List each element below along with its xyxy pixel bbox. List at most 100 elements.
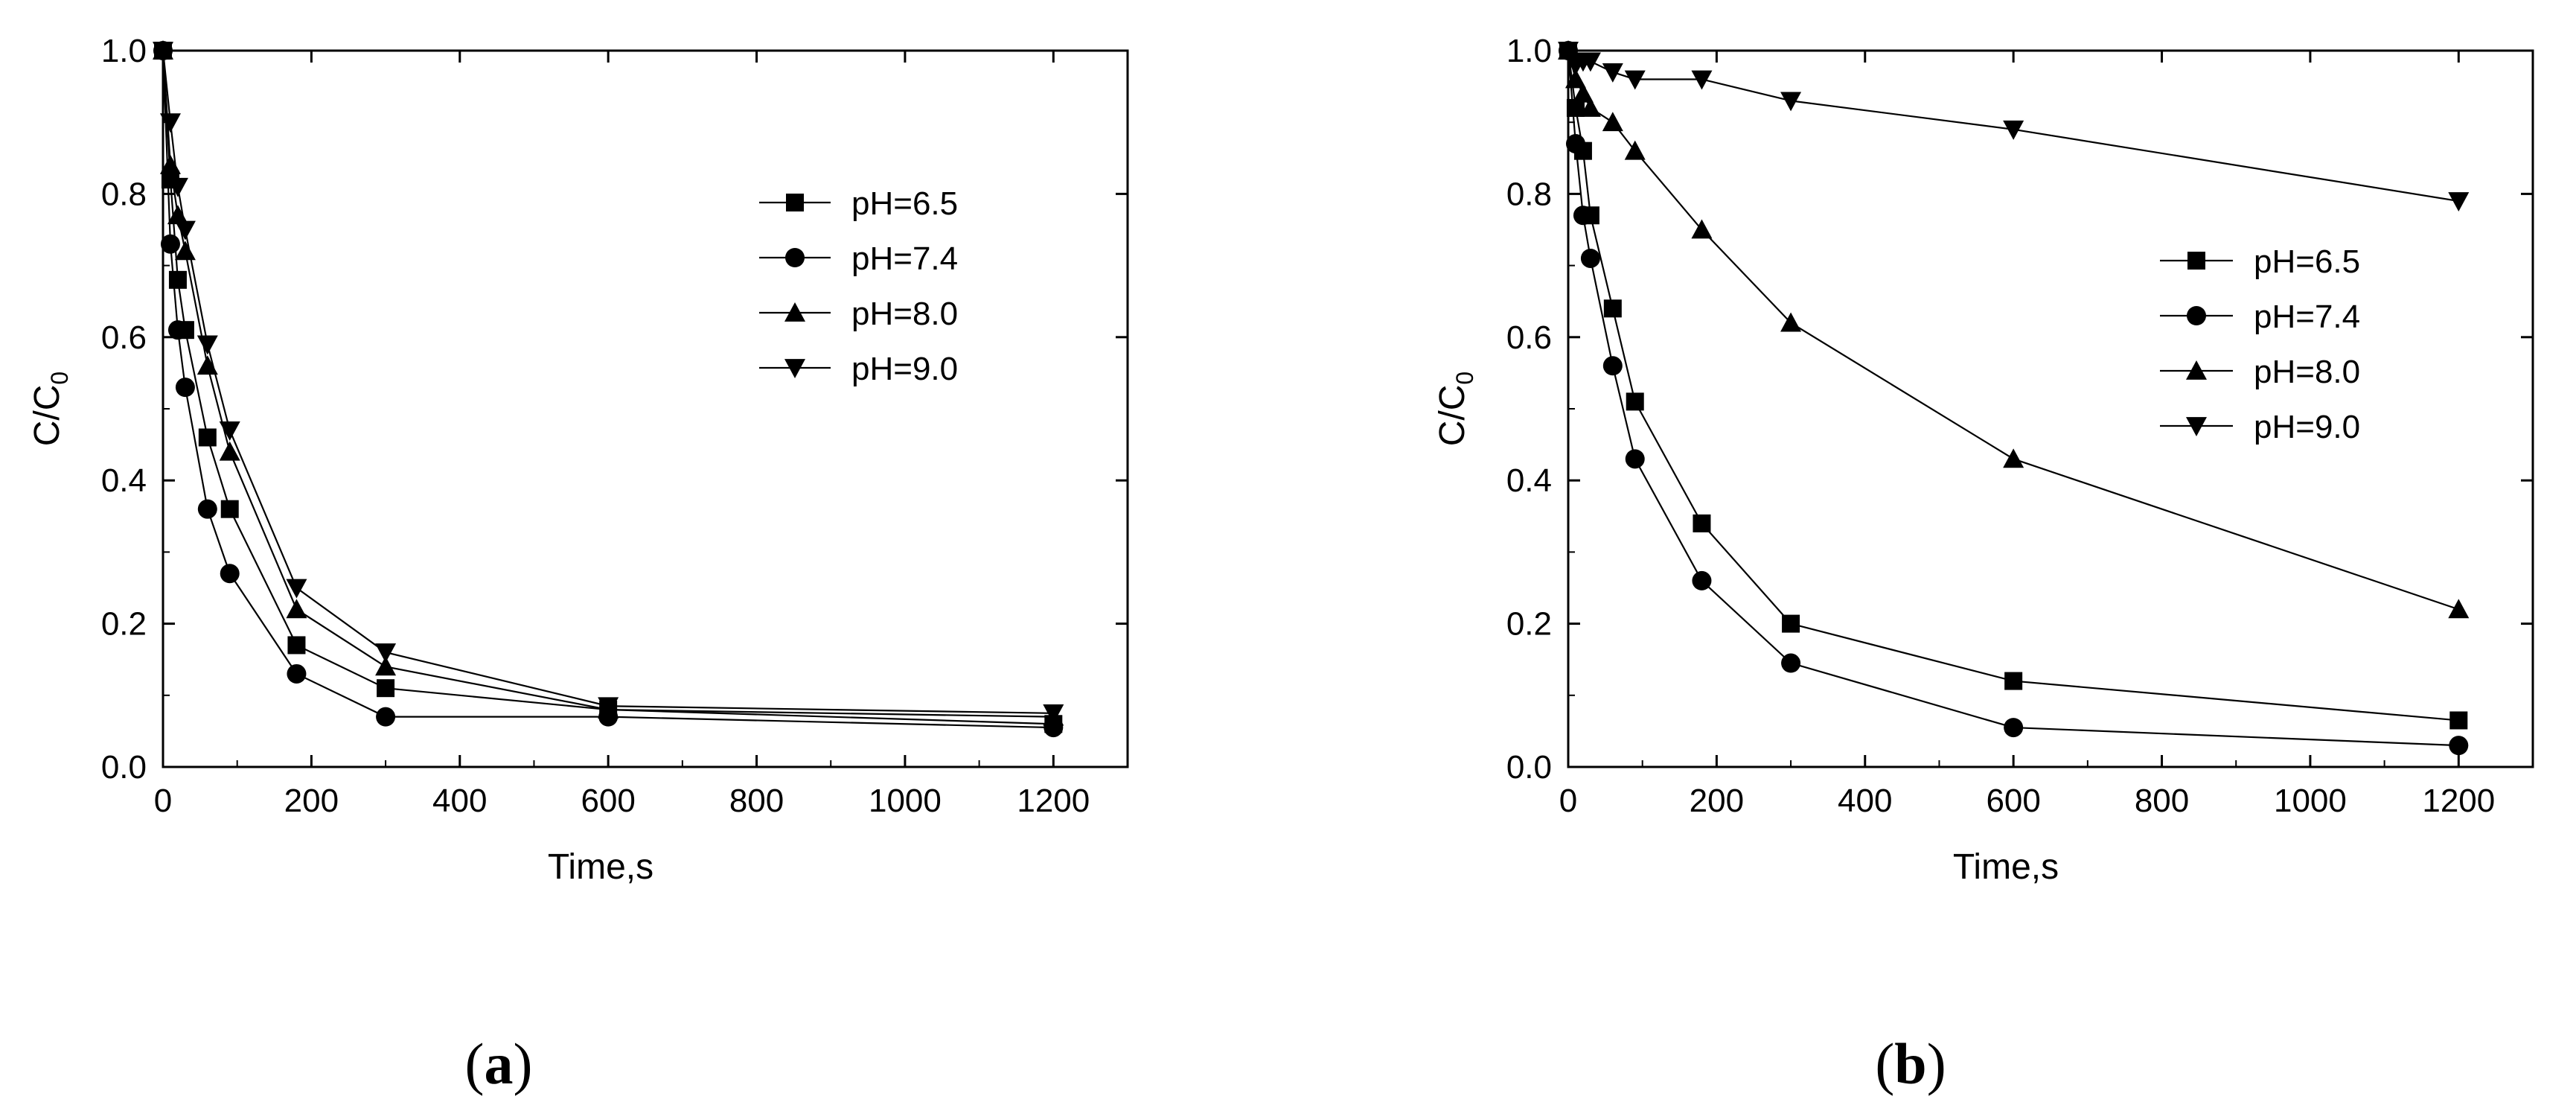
- y-tick-label: 0.6: [101, 319, 147, 356]
- legend-label: pH=8.0: [2254, 354, 2360, 390]
- legend-label: pH=7.4: [851, 241, 958, 277]
- x-tick-label: 0: [154, 783, 172, 819]
- legend-label: pH=6.5: [2254, 243, 2360, 280]
- data-point: [160, 234, 180, 254]
- data-point: [1579, 97, 1601, 117]
- series-square: [154, 42, 1063, 733]
- chart-panel-a: 0 200 400 600 800 1000 1200 0.0 0.2 0.4 0.6 0.8 1.0 T…: [28, 33, 1129, 1096]
- y-tick-label: 0.8: [1506, 176, 1552, 212]
- data-point: [1572, 83, 1594, 103]
- legend-entry: pH=8.0: [2160, 354, 2360, 390]
- series-line: [1567, 50, 2459, 722]
- legend-marker: [2186, 417, 2207, 436]
- y-axis-title-main: C/C: [1433, 385, 1472, 447]
- legend-marker: [784, 302, 805, 322]
- y-tick-label: 0.0: [1506, 749, 1552, 786]
- data-point: [1579, 52, 1601, 72]
- data-point: [1624, 70, 1646, 90]
- data-point: [1691, 70, 1713, 90]
- data-point: [197, 499, 217, 519]
- series-triangle-up: [1558, 40, 2470, 619]
- x-tick-label: 1200: [2422, 783, 2495, 819]
- data-point: [1624, 140, 1646, 160]
- data-point: [219, 441, 240, 461]
- data-point: [1602, 63, 1623, 83]
- data-point: [1780, 312, 1802, 332]
- data-point: [153, 42, 173, 61]
- data-point: [168, 270, 187, 289]
- y-tick-label: 0.0: [101, 749, 147, 786]
- data-point: [2003, 120, 2024, 140]
- data-point: [174, 220, 196, 241]
- data-point: [286, 579, 307, 599]
- legend-entry: pH=7.4: [2160, 299, 2360, 335]
- data-point: [1558, 42, 1579, 61]
- data-point: [376, 707, 396, 727]
- y-tick-label: 0.6: [1506, 319, 1552, 356]
- panel-label-letter: a: [485, 1031, 514, 1096]
- data-point: [1602, 356, 1623, 376]
- data-point: [198, 428, 217, 447]
- series-line: [162, 50, 1054, 729]
- legend-label: pH=8.0: [851, 296, 958, 332]
- series-line: [162, 50, 1054, 718]
- panel-label-open-paren: (: [1875, 1031, 1894, 1096]
- panel-label-open-paren: (: [465, 1031, 485, 1096]
- panel-label-close-paren: ): [1927, 1031, 1946, 1096]
- series-line: [162, 50, 1054, 714]
- y-tick-label: 1.0: [101, 33, 147, 69]
- data-point: [2004, 672, 2023, 690]
- data-point: [2448, 192, 2470, 212]
- data-point: [1691, 219, 1713, 239]
- legend-marker: [784, 359, 805, 378]
- x-tick-label: 200: [1690, 783, 1744, 819]
- data-point: [287, 636, 306, 655]
- y-axis-title-subscript: 0: [46, 372, 73, 385]
- data-point: [375, 643, 397, 663]
- data-point: [1565, 69, 1586, 89]
- x-tick-label: 600: [581, 783, 635, 819]
- y-tick-label: 1.0: [1506, 33, 1552, 69]
- data-point: [375, 656, 397, 676]
- panel-label: (b): [1875, 1031, 1946, 1096]
- data-point: [2004, 718, 2024, 738]
- x-tick-label: 400: [1838, 783, 1892, 819]
- legend-entry: pH=7.4: [759, 241, 958, 277]
- data-point: [1781, 653, 1801, 673]
- plot-frame: [162, 49, 1129, 768]
- legend-label: pH=9.0: [851, 351, 958, 387]
- series-line: [1567, 50, 2459, 747]
- series-triangle-down: [153, 42, 1064, 724]
- x-tick-label: 200: [284, 783, 339, 819]
- legend-entry: pH=8.0: [759, 296, 958, 332]
- y-axis-title-main: C/C: [28, 385, 67, 447]
- data-point: [1603, 299, 1622, 318]
- x-axis-title: Time,s: [1953, 847, 2059, 887]
- legend-label: pH=9.0: [2254, 409, 2360, 445]
- legend-entry: pH=9.0: [2160, 409, 2360, 445]
- data-point: [2449, 711, 2468, 730]
- legend-label: pH=6.5: [851, 185, 958, 222]
- data-point: [1602, 112, 1623, 132]
- data-point: [219, 421, 240, 441]
- data-point: [220, 564, 240, 584]
- y-tick-label: 0.4: [1506, 462, 1552, 499]
- panel-label-letter: b: [1894, 1031, 1926, 1096]
- legend-marker: [2187, 252, 2205, 270]
- data-point: [220, 500, 239, 518]
- data-point: [167, 177, 188, 197]
- chart-panel-b: 0 200 400 600 800 1000 1200 0.0 0.2 0.4 0.6 0.8 1.0 T…: [1433, 33, 2534, 1096]
- y-axis-title-subscript: 0: [1451, 372, 1478, 385]
- data-point: [2449, 736, 2469, 756]
- series-triangle-down: [1558, 42, 2470, 212]
- legend-entry: pH=6.5: [759, 185, 958, 222]
- data-point: [167, 320, 188, 340]
- data-point: [1573, 206, 1593, 226]
- data-point: [1780, 92, 1802, 112]
- x-tick-label: 400: [432, 783, 487, 819]
- data-point: [1625, 449, 1645, 469]
- x-tick-label: 800: [729, 783, 784, 819]
- legend-marker: [785, 248, 805, 267]
- data-point: [1693, 514, 1711, 532]
